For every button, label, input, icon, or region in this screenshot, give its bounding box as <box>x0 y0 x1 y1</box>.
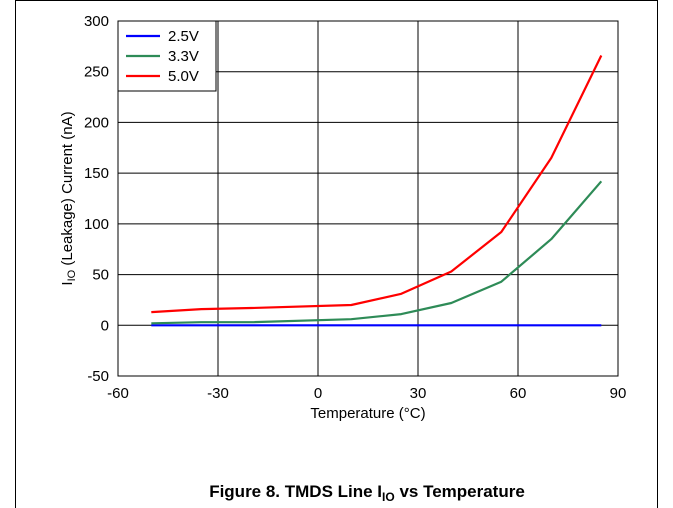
y-tick-label: 200 <box>84 114 109 131</box>
y-tick-label: 50 <box>92 267 109 284</box>
figure-caption-prefix: Figure 8. TMDS Line I <box>209 482 382 501</box>
x-tick-label: -60 <box>107 385 129 402</box>
x-tick-label: 0 <box>314 385 322 402</box>
y-tick-labels: -50 0 50 100 150 200 250 300 <box>84 13 109 385</box>
y-tick-label: -50 <box>87 368 109 385</box>
series-lines <box>151 55 603 327</box>
y-tick-label: 150 <box>84 165 109 182</box>
legend: 2.5V 3.3V 5.0V <box>117 20 217 92</box>
figure-caption: Figure 8. TMDS Line IIO vs Temperature <box>209 482 525 504</box>
x-axis-label: Temperature (°C) <box>310 405 425 422</box>
y-axis-label-rest: (Leakage) Current (nA) <box>59 111 76 269</box>
x-tick-label: 30 <box>410 385 427 402</box>
y-tick-label: 300 <box>84 13 109 30</box>
y-tick-label: 250 <box>84 64 109 81</box>
x-tick-label: 90 <box>610 385 627 402</box>
plot-frame <box>117 20 619 377</box>
figure-caption-rest: vs Temperature <box>395 482 525 501</box>
figure-caption-subscript: IO <box>382 490 395 504</box>
y-tick-label: 0 <box>101 317 109 334</box>
legend-label-2.5V: 2.5V <box>168 28 199 45</box>
x-tick-label: -30 <box>207 385 229 402</box>
y-axis-label-prefix: I <box>59 281 76 285</box>
series-line-3.3V <box>151 180 603 325</box>
series-line-5.0V <box>151 55 603 314</box>
legend-label-5.0V: 5.0V <box>168 68 199 85</box>
x-tick-labels: -60 -30 0 30 60 90 <box>107 385 626 402</box>
y-axis-label: IIO (Leakage) Current (nA) <box>59 111 78 285</box>
y-axis-label-subscript: IO <box>66 269 78 281</box>
legend-label-3.3V: 3.3V <box>168 48 199 65</box>
y-tick-label: 100 <box>84 216 109 233</box>
x-tick-label: 60 <box>510 385 527 402</box>
